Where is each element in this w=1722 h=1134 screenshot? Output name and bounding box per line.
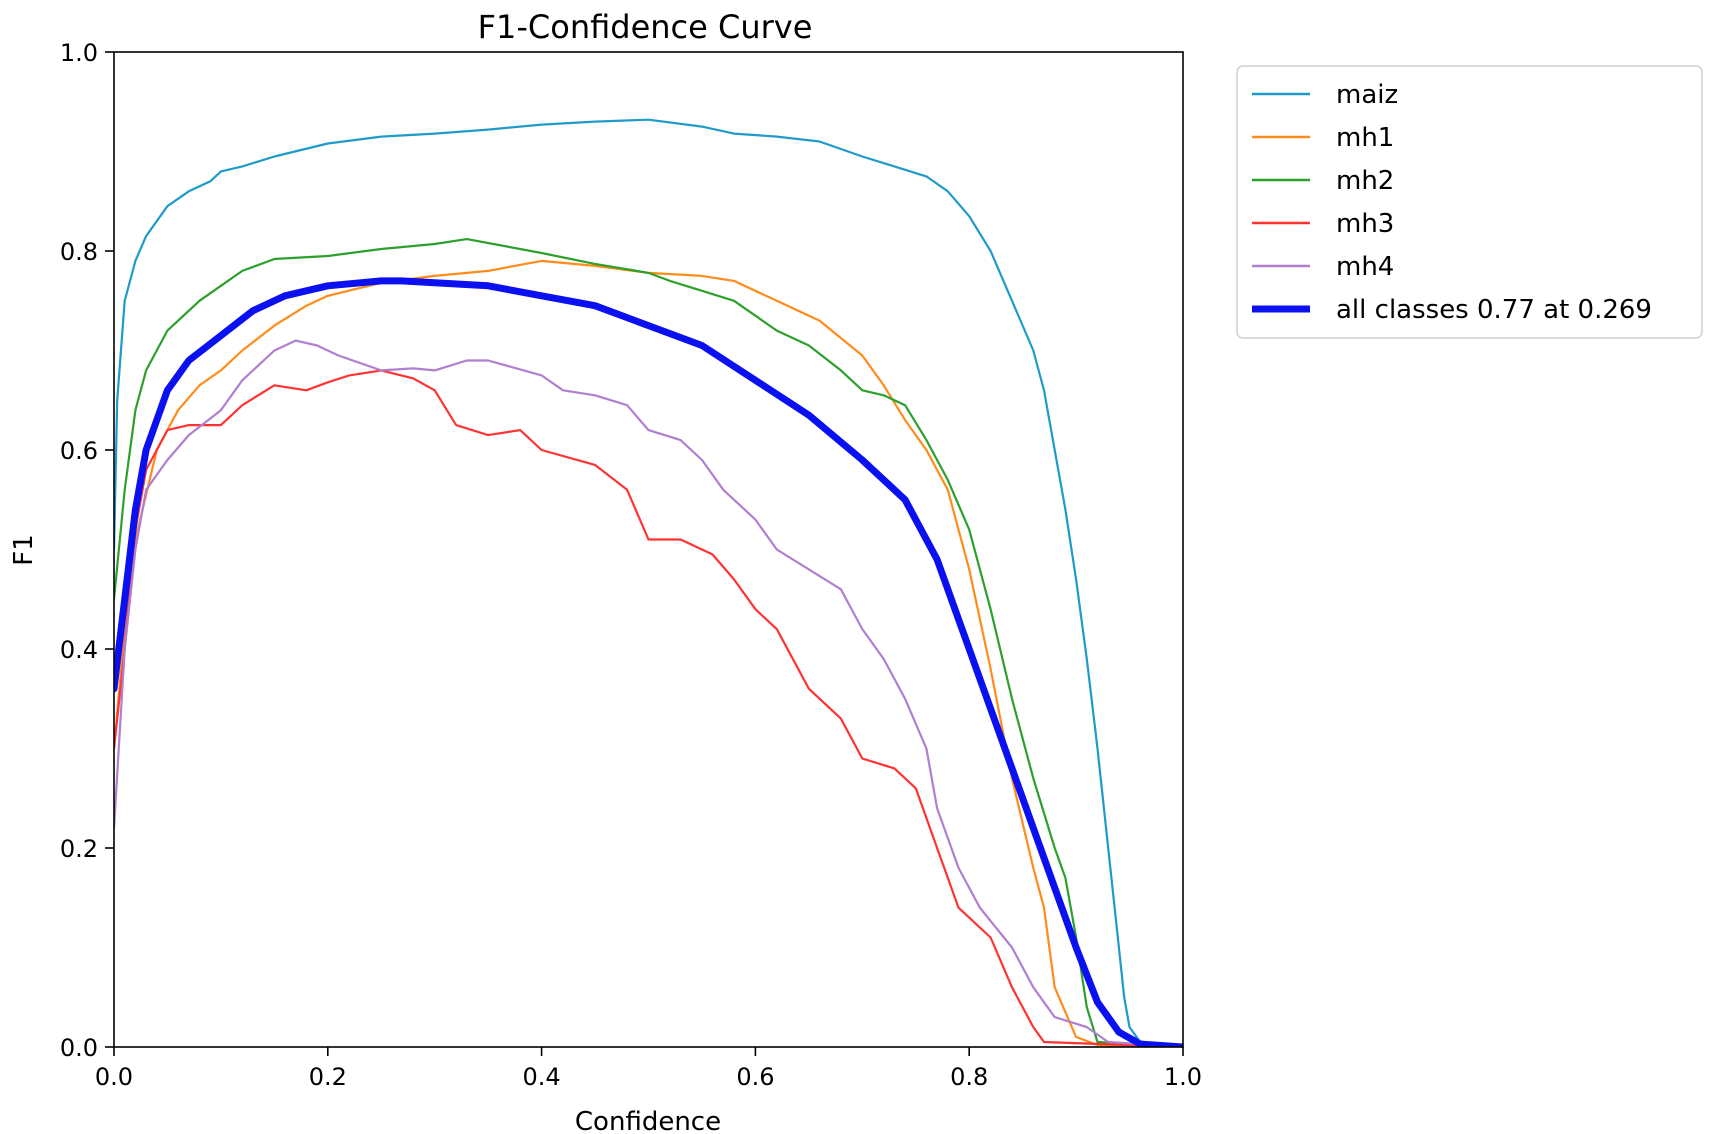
series-line-0 — [114, 118, 1183, 1047]
legend-label-4: mh4 — [1336, 252, 1394, 282]
x-tick-label: 0.6 — [736, 1063, 774, 1091]
legend-label-5: all classes 0.77 at 0.269 — [1336, 295, 1652, 325]
y-tick-label: 0.6 — [60, 437, 98, 465]
x-tick-label: 1.0 — [1164, 1063, 1202, 1091]
legend-label-0: maiz — [1336, 80, 1398, 110]
series-line-3 — [114, 369, 1183, 1047]
x-tick-label: 0.2 — [309, 1063, 347, 1091]
legend-frame — [1236, 65, 1703, 339]
legend-label-3: mh3 — [1336, 209, 1394, 239]
legend: maiz mh1 mh2 mh3 mh4 all classes 0.77 at 0.26… — [1236, 65, 1703, 339]
series-line-5 — [114, 277, 1183, 1047]
chart-title: F1-Confidence Curve — [478, 8, 813, 46]
y-tick-label: 0.4 — [60, 636, 98, 664]
y-axis-label: F1 — [9, 534, 39, 566]
legend-label-2: mh2 — [1336, 166, 1394, 196]
x-tick-label: 0.8 — [950, 1063, 988, 1091]
plot-area — [113, 51, 1184, 1048]
series-line-2 — [114, 238, 1183, 1047]
y-tick-label: 0.2 — [60, 835, 98, 863]
series-line-4 — [114, 339, 1183, 1047]
y-tick-label: 0.8 — [60, 238, 98, 266]
x-tick-label: 0.4 — [523, 1063, 561, 1091]
y-axis: 0.0 0.2 0.4 0.6 0.8 1.0 — [60, 39, 114, 1062]
x-tick-label: 0.0 — [95, 1063, 133, 1091]
y-tick-label: 1.0 — [60, 39, 98, 67]
y-tick-label: 0.0 — [60, 1034, 98, 1062]
x-axis-label: Confidence — [575, 1107, 721, 1134]
x-axis: 0.0 0.2 0.4 0.6 0.8 1.0 — [95, 1047, 1202, 1091]
plot-frame — [113, 51, 1184, 1048]
series-line-1 — [114, 259, 1183, 1047]
legend-label-1: mh1 — [1336, 123, 1394, 153]
